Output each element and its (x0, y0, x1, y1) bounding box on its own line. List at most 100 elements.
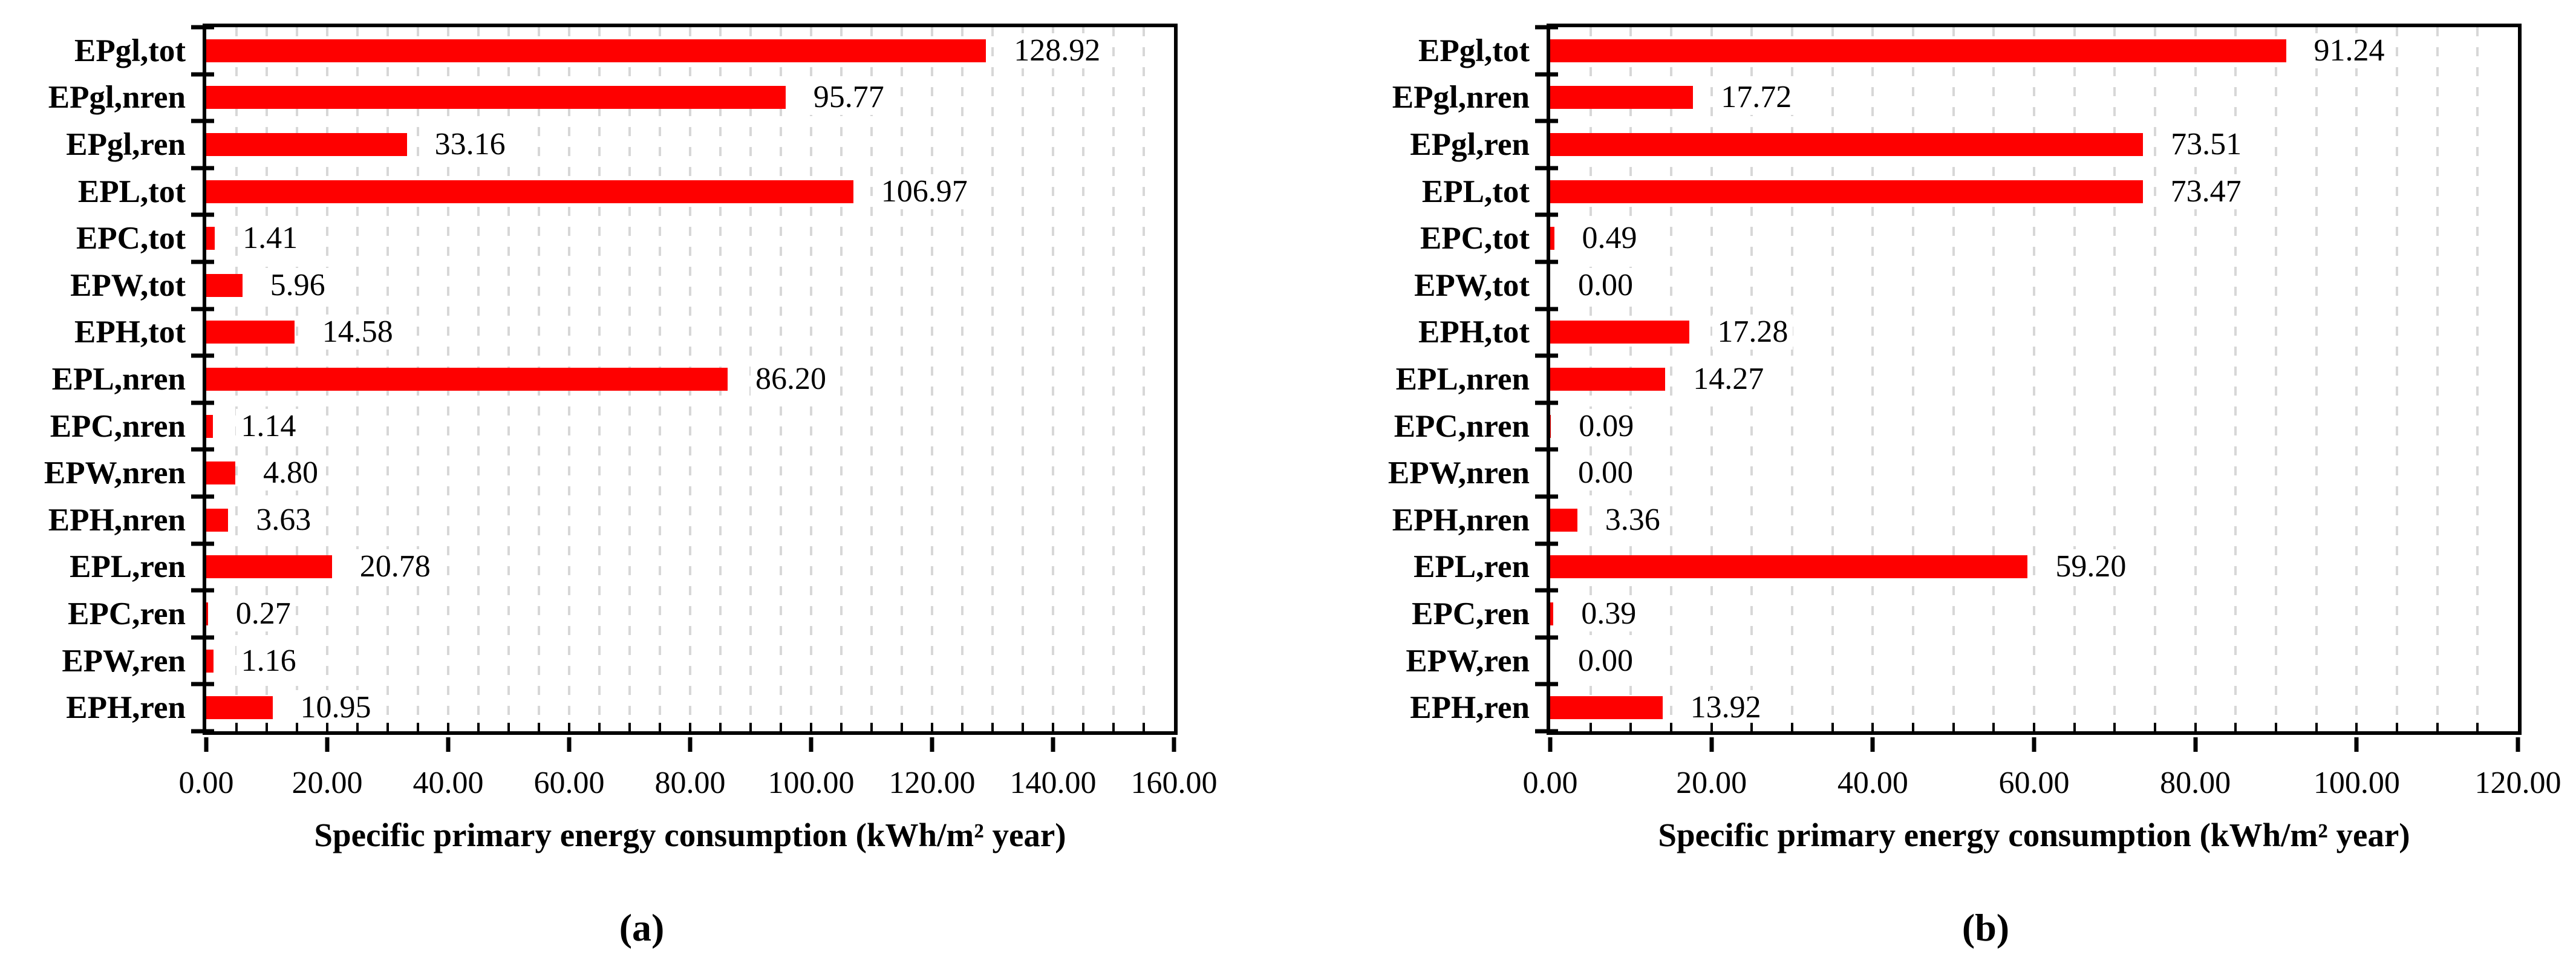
x-axis-minor-tick (1912, 723, 1914, 731)
x-axis-minor-tick (1670, 723, 1672, 731)
bar (206, 273, 243, 297)
x-axis-minor-tick (2396, 723, 2398, 731)
y-axis-tick (191, 119, 214, 123)
bar-row: 1.41 EPC,tot (76, 215, 1174, 262)
bar (1550, 414, 1551, 438)
x-tick-label: 20.00 (292, 766, 363, 800)
y-axis-tick (1535, 353, 1558, 358)
y-axis-tick (1535, 25, 1558, 30)
x-axis-minor-tick (235, 723, 238, 731)
bar (206, 367, 728, 391)
x-axis-minor-tick (1791, 723, 1793, 731)
y-axis-tick (191, 447, 214, 452)
x-axis-title: Specific primary energy consumption (kWh… (1658, 817, 2410, 853)
category-label: EPL,ren (1414, 549, 1530, 585)
bar (1550, 602, 1554, 625)
x-axis-major-tick (1051, 737, 1055, 752)
x-axis-minor-tick (2234, 723, 2237, 731)
bar-row: 106.97 EPL,tot (78, 168, 1174, 215)
x-axis-minor-tick (1022, 723, 1024, 731)
bar-value-label: 17.28 (1712, 315, 1793, 350)
x-tick-label: 100.00 (2313, 766, 2400, 800)
bar (206, 86, 786, 109)
bar-row: 91.24 EPgl,tot (1418, 27, 2518, 74)
y-axis-tick (1535, 119, 1558, 123)
gridline (2476, 27, 2479, 731)
category-label: EPC,nren (50, 408, 186, 444)
gridline (2275, 27, 2277, 731)
gridline (2436, 27, 2439, 731)
x-axis-major-tick (567, 737, 572, 752)
x-axis-minor-tick (538, 723, 540, 731)
category-label: EPH,nren (48, 502, 186, 538)
x-axis-major-tick (809, 737, 814, 752)
bar-value-label: 0.00 (1573, 267, 1638, 303)
bar-value-label: 0.49 (1577, 221, 1642, 256)
x-axis-minor-tick (326, 723, 328, 731)
bar (206, 461, 235, 485)
category-label: EPW,nren (1387, 455, 1530, 491)
y-axis-tick (1535, 259, 1558, 264)
x-tick-label: 160.00 (1130, 766, 1218, 800)
bar (206, 649, 214, 673)
x-axis-major-tick (1172, 737, 1176, 752)
category-label: EPgl,nren (1392, 80, 1530, 116)
bar-value-label: 20.78 (354, 549, 435, 585)
bar-value-label: 91.24 (2309, 33, 2390, 68)
x-axis-minor-tick (1143, 723, 1145, 731)
panel-label-b: (b) (1961, 906, 2010, 949)
x-tick-label: 20.00 (1676, 766, 1747, 800)
plot-area-a: Specific primary energy consumption (kWh… (44, 24, 1218, 949)
x-axis-major-tick (2354, 737, 2359, 752)
bar-value-label: 106.97 (876, 174, 973, 209)
category-label: EPgl,ren (66, 126, 186, 162)
y-axis-tick (191, 682, 214, 686)
x-axis-minor-tick (1952, 723, 1955, 731)
bar-value-label: 5.96 (265, 267, 330, 303)
gridline (1022, 27, 1024, 731)
x-axis-minor-tick (417, 723, 419, 731)
bar-row: 95.77 EPgl,nren (48, 74, 1174, 122)
bar (1550, 696, 1663, 720)
x-axis-minor-tick (961, 723, 964, 731)
x-tick-label: 60.00 (1998, 766, 2070, 800)
gridline (2355, 27, 2358, 731)
y-axis-tick (191, 307, 214, 311)
x-axis-major-tick (2516, 737, 2520, 752)
bar-value-label: 0.09 (1574, 408, 1639, 444)
gridline (1952, 27, 1955, 731)
x-axis-minor-tick (2275, 723, 2277, 731)
category-label: EPgl,ren (1410, 126, 1530, 162)
x-axis-minor-tick (931, 723, 933, 731)
bar-value-label: 86.20 (751, 361, 831, 397)
category-label: EPH,tot (1418, 315, 1530, 350)
bar-value-label: 0.39 (1576, 596, 1642, 631)
bar (1550, 39, 2286, 62)
gridline (2396, 27, 2398, 731)
x-axis-minor-tick (719, 723, 722, 731)
bar (206, 508, 229, 532)
y-axis-tick (191, 166, 214, 171)
x-axis-minor-tick (2315, 723, 2318, 731)
bar-value-label: 3.63 (251, 502, 316, 538)
gridline (1052, 27, 1054, 731)
bar-row: 4.80 EPW,nren (44, 449, 1174, 497)
y-axis-tick (191, 72, 214, 77)
x-tick-label: 40.00 (1837, 766, 1908, 800)
bar (1550, 227, 1554, 250)
y-axis-tick (191, 25, 214, 30)
gridline (2113, 27, 2116, 731)
bar-value-label: 14.58 (317, 315, 398, 350)
bar-row: 17.28 EPH,tot (1418, 309, 2518, 356)
x-axis-minor-tick (598, 723, 601, 731)
category-label: EPW,ren (1406, 643, 1530, 679)
gridline (901, 27, 903, 731)
bar-row: 0.00 EPW,nren (1388, 449, 2518, 497)
x-axis-major-tick (930, 737, 934, 752)
gridline (1670, 27, 1672, 731)
bar-value-label: 1.41 (238, 221, 303, 256)
gridline (991, 27, 994, 731)
x-axis-minor-tick (628, 723, 631, 731)
x-axis-minor-tick (780, 723, 782, 731)
